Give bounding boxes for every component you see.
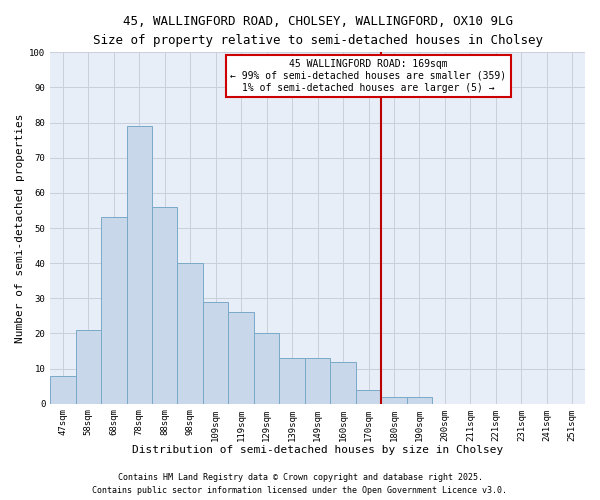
Bar — [407, 396, 432, 404]
Title: 45, WALLINGFORD ROAD, CHOLSEY, WALLINGFORD, OX10 9LG
Size of property relative t: 45, WALLINGFORD ROAD, CHOLSEY, WALLINGFO… — [92, 15, 542, 47]
Bar — [305, 358, 331, 404]
Bar — [331, 362, 356, 404]
Bar — [203, 302, 229, 404]
Bar — [50, 376, 76, 404]
Text: 45 WALLINGFORD ROAD: 169sqm
← 99% of semi-detached houses are smaller (359)
1% o: 45 WALLINGFORD ROAD: 169sqm ← 99% of sem… — [230, 60, 506, 92]
Bar — [101, 218, 127, 404]
Bar — [356, 390, 381, 404]
Bar — [280, 358, 305, 404]
Text: Contains HM Land Registry data © Crown copyright and database right 2025.
Contai: Contains HM Land Registry data © Crown c… — [92, 474, 508, 495]
Bar — [254, 334, 280, 404]
Bar — [229, 312, 254, 404]
Bar — [152, 207, 178, 404]
Bar — [76, 330, 101, 404]
Bar — [178, 263, 203, 404]
Y-axis label: Number of semi-detached properties: Number of semi-detached properties — [15, 114, 25, 343]
Bar — [127, 126, 152, 404]
X-axis label: Distribution of semi-detached houses by size in Cholsey: Distribution of semi-detached houses by … — [132, 445, 503, 455]
Bar — [381, 396, 407, 404]
